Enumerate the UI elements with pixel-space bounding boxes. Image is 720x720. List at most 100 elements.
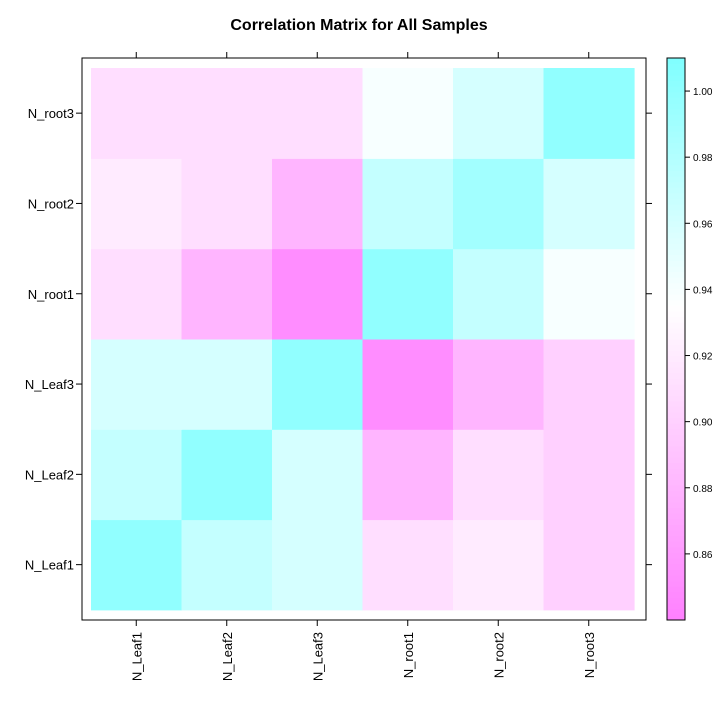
heatmap-cell [362,429,454,521]
heatmap-cell [543,519,635,611]
colorbar-segment [667,299,685,306]
colorbar-segment [667,119,685,126]
colorbar-segment [667,316,685,323]
colorbar-segment [667,552,685,559]
colorbar-segment [667,558,685,565]
heatmap-cell [543,248,635,340]
heatmap-cell [181,338,273,430]
colorbar-segment [667,513,685,520]
colorbar: 0.86 0.88 0.90 0.92 0.94 0.96 0.98 1.00 [666,57,713,621]
colorbar-segment [667,339,685,346]
heatmap-cell [453,519,545,611]
heatmap-cell [91,429,183,521]
colorbar-segment [667,490,685,497]
y-tick-label: N_root3 [28,106,74,121]
colorbar-segment [667,249,685,256]
colorbar-segment [667,603,685,610]
colorbar-segment [667,277,685,284]
colorbar-segment [667,322,685,329]
colorbar-segment [667,86,685,93]
chart-title: Correlation Matrix for All Samples [230,17,487,34]
heatmap-cell [272,429,364,521]
colorbar-segment [667,282,685,289]
colorbar-segment [667,271,685,278]
colorbar-segment [667,187,685,194]
heatmap-cell [91,248,183,340]
heatmap-cells [91,68,635,611]
colorbar-segment [667,136,685,143]
colorbar-segment [667,535,685,542]
plot-frame [81,57,647,621]
colorbar-segment [667,74,685,81]
colorbar-segment [667,546,685,554]
heatmap-cell [543,429,635,521]
heatmap-cell [362,338,454,430]
colorbar-segment [667,412,685,419]
x-tick-label: N_Leaf1 [129,632,144,681]
heatmap-cell [362,68,454,159]
colorbar-tick-label: 0.94 [693,285,713,296]
heatmap-cell [181,519,273,611]
y-tick-label: N_root2 [28,196,74,211]
colorbar-segment [667,608,685,615]
heatmap-cell [91,68,183,159]
x-tick-label: N_root2 [491,632,506,678]
colorbar-segment [667,580,685,587]
colorbar-segment [667,69,685,76]
y-tick-label: N_Leaf3 [25,377,74,392]
colorbar-segment [667,80,685,87]
colorbar-segment [667,530,685,537]
colorbar-segment [667,406,685,413]
colorbar-segment [667,170,685,177]
colorbar-segment [667,462,685,469]
heatmap-cell [543,68,635,159]
heatmap-cell [272,519,364,611]
colorbar-segment [667,327,685,334]
colorbar-segment [667,209,685,216]
colorbar-segment [667,350,685,357]
heatmap-cell [181,68,273,159]
colorbar-segment [667,355,685,362]
colorbar-segment [667,153,685,160]
colorbar-segment [667,563,685,570]
colorbar-segment [667,142,685,149]
colorbar-segment [667,575,685,582]
colorbar-tick-label: 0.88 [693,484,713,495]
heatmap-cell [543,158,635,250]
colorbar-segment [667,479,685,486]
colorbar-segment [667,383,685,391]
colorbar-frame [666,57,686,621]
colorbar-segment [667,237,685,244]
colorbar-segment [667,198,685,205]
colorbar-segment [667,496,685,503]
colorbar-segment [667,333,685,340]
colorbar-segment [667,114,685,121]
colorbar-segment [667,361,685,368]
colorbar-segment [667,400,685,407]
colorbar-tick-label: 0.98 [693,153,713,164]
colorbar-segment [667,147,685,155]
heatmap-cell [272,158,364,250]
colorbar-segment [667,395,685,402]
colorbar-segment [667,468,685,475]
colorbar-segment [667,254,685,261]
colorbar-tick-label: 0.96 [693,219,713,230]
heatmap-cell [453,158,545,250]
heatmap-cell [453,429,545,521]
colorbar-segment [667,204,685,211]
colorbar-segment [667,181,685,188]
colorbar-segment [667,428,685,436]
colorbar-segment [667,569,685,576]
colorbar-tick-label: 0.92 [693,352,713,363]
colorbar-segment [667,597,685,604]
heatmap-cell [181,248,273,340]
heatmap-cell [453,338,545,430]
colorbar-segment [667,541,685,548]
y-tick-label: N_root1 [28,287,74,302]
colorbar-segment [667,614,685,621]
heatmap-cell [272,68,364,159]
heatmap-cell [181,158,273,250]
colorbar-segment [667,220,685,228]
heatmap-cell [272,248,364,340]
